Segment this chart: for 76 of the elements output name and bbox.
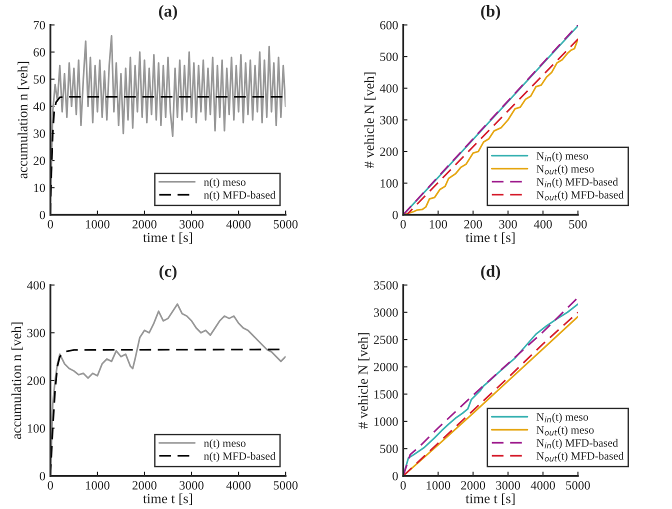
x-tick-label: 100 <box>430 220 448 228</box>
x-axis-title: time t [s] <box>143 232 192 244</box>
chart-title: (a) <box>159 5 177 20</box>
y-axis-title: accumulation n [veh] <box>11 322 23 439</box>
legend-label: N$_{in}$(t) meso <box>536 412 588 423</box>
y-tick-label: 2500 <box>374 336 398 344</box>
y-axis-title: # vehicle N [veh] <box>364 72 376 168</box>
y-axis-title: accumulation n [veh] <box>18 62 30 178</box>
x-tick-label: 4000 <box>226 220 251 228</box>
x-tick-label: 0 <box>48 220 54 228</box>
legend-label: N$_{in}$(t) MFD-based <box>536 178 618 188</box>
chart-title: (d) <box>481 265 500 280</box>
y-tick-label: 10 <box>34 184 46 192</box>
x-tick-label: 5000 <box>274 481 298 490</box>
legend-label: n(t) MFD-based <box>204 452 276 462</box>
y-tick-label: 20 <box>34 156 46 166</box>
y-tick-label: 3500 <box>374 281 398 290</box>
y-tick-label: 100 <box>380 179 398 188</box>
y-tick-label: 300 <box>380 116 398 124</box>
x-tick-label: 3000 <box>180 481 204 490</box>
y-tick-label: 1000 <box>374 417 398 426</box>
x-tick-label: 1000 <box>426 481 450 490</box>
x-axis-title: time t [s] <box>143 494 192 505</box>
y-tick-label: 0 <box>392 472 398 480</box>
y-tick-label: 2000 <box>374 362 398 372</box>
y-tick-label: 3000 <box>374 308 398 317</box>
y-tick-label: 70 <box>34 20 46 30</box>
x-tick-label: 2000 <box>132 220 157 228</box>
x-tick-label: 0 <box>48 481 54 490</box>
x-tick-label: 3000 <box>496 481 520 490</box>
x-axis-title: time t [s] <box>466 494 515 505</box>
legend-label: N$_{in}$(t) MFD-based <box>536 438 618 449</box>
legend-label: n(t) MFD-based <box>204 190 276 201</box>
y-tick-label: 0 <box>40 210 46 220</box>
legend-label: n(t) meso <box>204 178 246 188</box>
y-tick-label: 200 <box>27 376 46 385</box>
legend-label: N$_{out}$(t) meso <box>536 164 594 175</box>
legend-label: N$_{out}$(t) meso <box>536 426 594 436</box>
y-tick-label: 0 <box>40 472 46 480</box>
chart-title: (c) <box>159 265 177 280</box>
legend-label: n(t) meso <box>204 439 246 450</box>
y-tick-label: 30 <box>34 129 46 138</box>
y-tick-label: 400 <box>27 281 46 290</box>
chart-title: (b) <box>481 5 500 20</box>
y-tick-label: 500 <box>380 444 398 454</box>
x-tick-label: 5000 <box>274 220 298 228</box>
x-tick-label: 0 <box>400 220 406 228</box>
x-tick-label: 3000 <box>180 220 204 228</box>
y-tick-label: 0 <box>392 210 398 220</box>
x-axis-title: time t [s] <box>466 232 515 244</box>
x-tick-label: 4000 <box>530 481 555 490</box>
y-tick-label: 600 <box>380 20 398 30</box>
y-tick-label: 40 <box>33 102 46 111</box>
x-tick-label: 400 <box>534 220 552 228</box>
x-tick-label: 5000 <box>566 481 590 490</box>
legend-label: N$_{out}$(t) MFD-based <box>536 452 624 462</box>
x-tick-label: 300 <box>499 220 517 228</box>
x-tick-label: 1000 <box>86 220 110 228</box>
y-tick-label: 60 <box>34 48 46 57</box>
y-tick-label: 100 <box>28 424 46 433</box>
y-tick-label: 1500 <box>374 390 398 399</box>
y-tick-label: 500 <box>380 52 398 62</box>
x-tick-label: 500 <box>569 220 587 228</box>
legend-label: N$_{out}$(t) MFD-based <box>536 190 624 201</box>
x-tick-label: 1000 <box>86 481 110 490</box>
x-tick-label: 200 <box>464 220 482 228</box>
x-tick-label: 2000 <box>461 481 486 490</box>
y-tick-label: 50 <box>34 75 46 84</box>
y-tick-label: 400 <box>380 84 398 93</box>
y-axis-title: # vehicle N [veh] <box>358 333 370 429</box>
y-tick-label: 200 <box>380 148 398 156</box>
x-tick-label: 0 <box>400 481 406 490</box>
x-tick-label: 4000 <box>226 481 251 490</box>
x-tick-label: 2000 <box>132 481 157 490</box>
legend-label: N$_{in}$(t) meso <box>536 152 588 162</box>
y-tick-label: 300 <box>27 328 46 338</box>
